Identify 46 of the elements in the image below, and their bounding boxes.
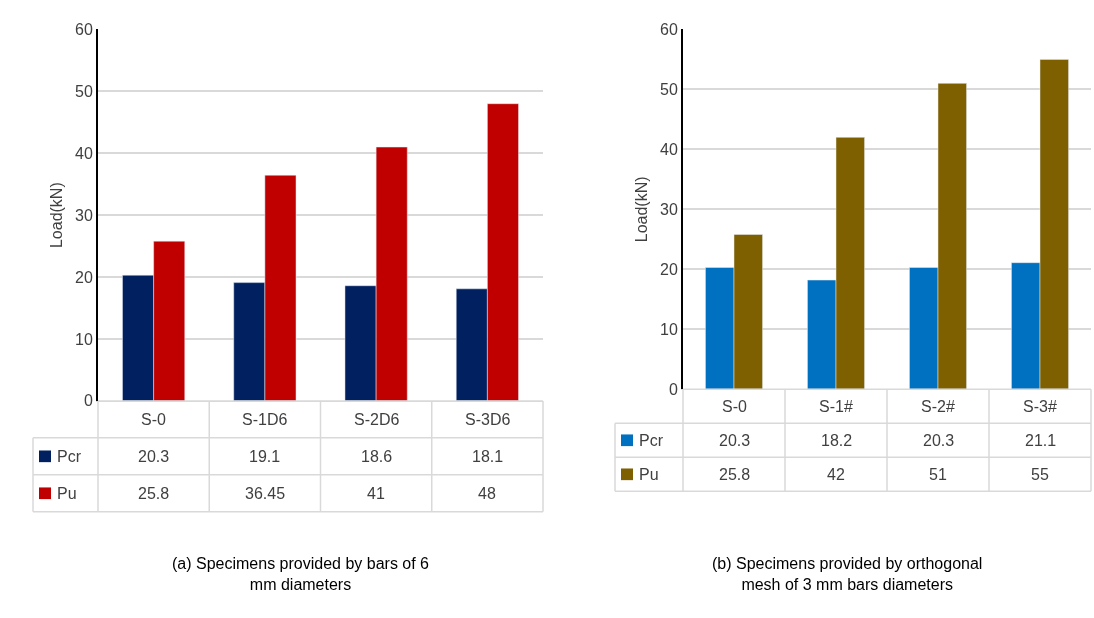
data-label: 36.45 <box>245 485 286 502</box>
y-tick-label: 50 <box>660 80 678 98</box>
y-tick-label: 20 <box>660 260 678 278</box>
data-label: 19.1 <box>249 448 281 465</box>
y-tick-label: 0 <box>668 380 678 398</box>
data-label: 48 <box>478 485 496 502</box>
y-tick-label: 40 <box>660 140 678 158</box>
data-label: 20.3 <box>719 432 751 449</box>
y-tick-label: 30 <box>660 200 678 218</box>
y-axis-title: Load(kN) <box>48 182 66 249</box>
legend-label: Pcr <box>639 432 664 449</box>
x-tick-label: S-1# <box>819 398 853 415</box>
data-label: 21.1 <box>1025 432 1057 449</box>
data-label: 25.8 <box>138 485 170 502</box>
x-tick-label: S-3D6 <box>465 411 511 428</box>
x-tick-label: S-1D6 <box>242 411 288 428</box>
y-tick-label: 30 <box>75 206 93 224</box>
data-label: 42 <box>827 466 845 483</box>
legend-label: Pu <box>57 485 77 502</box>
y-tick-label: 10 <box>75 330 93 348</box>
y-tick-label: 20 <box>75 268 93 286</box>
text: (b) Specimens provided by orthogonal mesh of 3 mm bars diameters <box>712 555 983 593</box>
y-axis-title: Load(kN) <box>633 176 651 243</box>
text: (a) Specimens provided by bars of 6 mm diameters <box>172 555 430 593</box>
x-tick-label: S-3# <box>1023 398 1057 415</box>
x-tick-label: S-0 <box>722 398 747 415</box>
y-tick-label: 60 <box>660 20 678 38</box>
data-label: 51 <box>929 466 947 483</box>
x-tick-label: S-0 <box>141 411 166 428</box>
y-tick-label: 0 <box>83 392 93 410</box>
data-label: 55 <box>1031 466 1049 483</box>
data-label: 18.6 <box>361 448 393 465</box>
data-label: 20.3 <box>138 448 170 465</box>
x-tick-label: S-2D6 <box>354 411 400 428</box>
data-label: 18.1 <box>472 448 504 465</box>
y-tick-label: 50 <box>75 82 93 100</box>
y-tick-label: 40 <box>75 144 93 162</box>
x-tick-label: S-2# <box>921 398 955 415</box>
data-label: 18.2 <box>821 432 853 449</box>
data-label: 25.8 <box>719 466 751 483</box>
legend-label: Pu <box>639 466 659 483</box>
legend-label: Pcr <box>57 448 82 465</box>
y-tick-label: 60 <box>75 20 93 38</box>
data-label: 20.3 <box>923 432 955 449</box>
data-label: 41 <box>367 485 385 502</box>
y-tick-label: 10 <box>660 320 678 338</box>
